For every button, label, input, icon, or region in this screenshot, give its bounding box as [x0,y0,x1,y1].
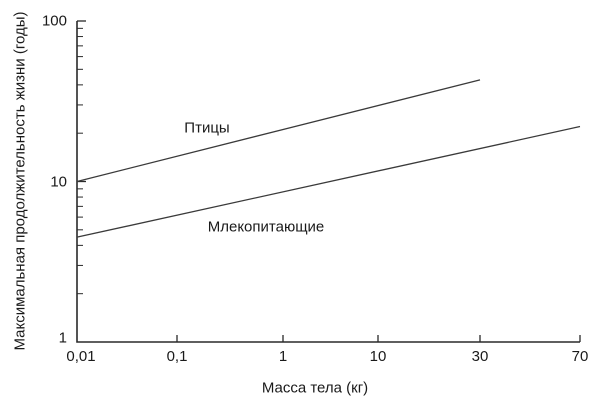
series-line-mammals [76,125,581,238]
y-tick-label: 1 [58,329,67,347]
x-tick-label: 30 [471,348,489,365]
x-axis-title: Масса тела (кг) [261,379,369,397]
y-axis-title: Максимальная продолжительность жизни (го… [11,11,29,351]
series-label-mammals: Млекопитающие [207,218,325,236]
y-tick-label: 10 [50,173,67,190]
series-label-birds: Птицы [184,119,230,137]
x-tick-label: 0,01 [66,348,96,365]
x-tick-label: 0,1 [166,348,188,365]
y-tick-label: 100 [41,12,67,30]
x-tick-label: 1 [278,348,288,365]
x-tick-label: 70 [571,348,589,365]
axes [76,21,580,343]
x-tick-label: 10 [369,348,387,365]
series-line-birds [76,79,481,183]
